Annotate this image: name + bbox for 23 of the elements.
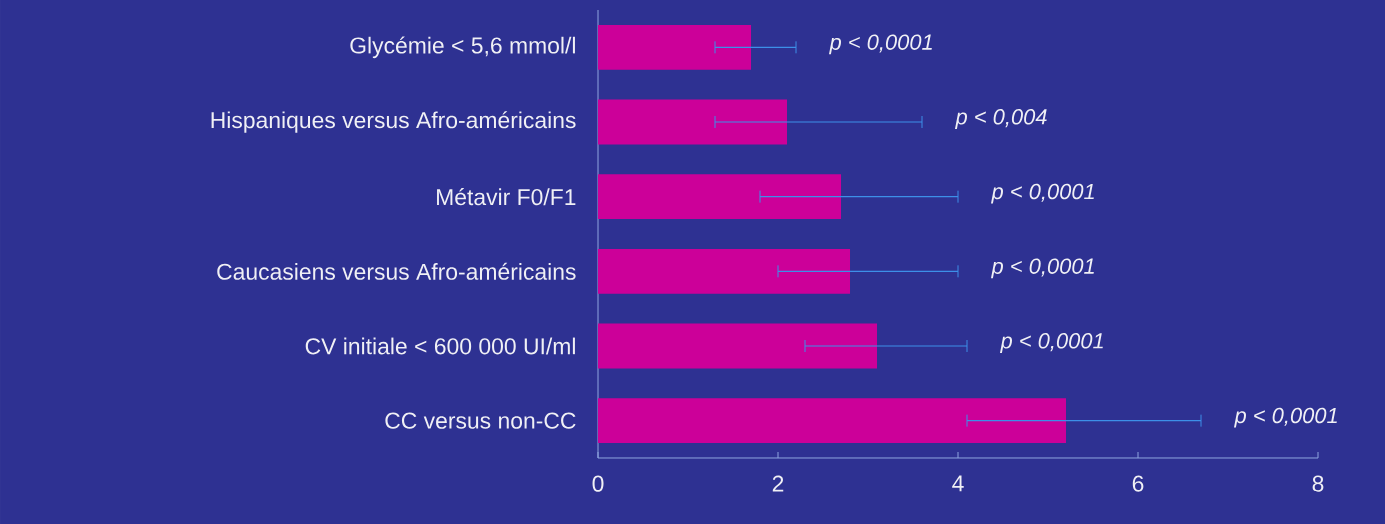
x-tick-label: 6: [1132, 475, 1144, 492]
bar: [598, 323, 878, 369]
annotation: p < 0,0001: [990, 183, 1094, 204]
bar: [598, 99, 788, 145]
y-tick-label: CV initiale < 600 000 UI/ml: [305, 337, 575, 355]
x-tick-label: 2: [772, 475, 784, 492]
y-tick-label: Caucasiens versus Afro-américains: [217, 262, 576, 280]
x-tick-label: 8: [1312, 475, 1324, 492]
bar: [598, 248, 851, 294]
annotation: p < 0,0001: [999, 333, 1103, 353]
bar: [598, 174, 842, 220]
y-tick-label: Hispaniques versus Afro-américains: [211, 111, 576, 133]
annotation: p < 0,0001: [1233, 407, 1337, 428]
y-tick-label: CC versus non-CC: [385, 412, 576, 429]
bar: [598, 24, 752, 70]
y-tick-label: Glycémie < 5,6 mmol/l: [350, 36, 575, 59]
annotation: p < 0,004: [954, 109, 1047, 129]
bar: [598, 398, 1067, 444]
annotation: p < 0,0001: [828, 34, 932, 55]
annotation: p < 0,0001: [990, 258, 1094, 279]
x-tick-label: 0: [592, 475, 604, 492]
x-tick-label: 4: [952, 475, 964, 492]
y-tick-label: Métavir F0/F1: [437, 188, 576, 206]
